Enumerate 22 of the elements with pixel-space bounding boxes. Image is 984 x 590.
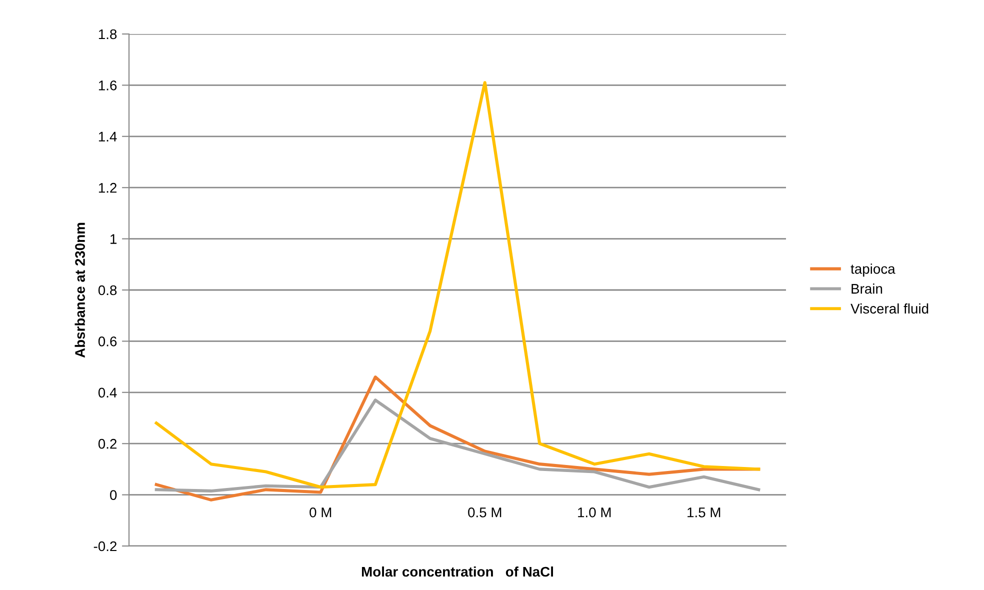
y-tick-label: -0.2 (94, 541, 116, 552)
y-tick-label: 1.6 (98, 80, 117, 90)
x-tick-label: 0 M (310, 507, 332, 518)
x-axis-title: Molar concentration of NaCl (362, 566, 553, 577)
y-tick-label: 0 (110, 490, 117, 500)
legend-label: Brain (852, 284, 882, 294)
line-series (154, 398, 760, 492)
y-tick-label: 0.4 (98, 388, 117, 398)
y-tick-label: 1.2 (98, 182, 116, 193)
legend-label: Visceral fluid (850, 303, 928, 314)
y-axis-title: Absrbance at 230nm (74, 222, 85, 358)
legend-label: tapioca (850, 264, 896, 277)
y-tick-label: 1.8 (98, 29, 117, 40)
line-series (154, 81, 760, 489)
y-tick-label: 1 (110, 234, 117, 244)
x-tick-label: 1.0 M (578, 507, 611, 518)
y-tick-label: 0.8 (98, 285, 117, 296)
y-tick-label: 1.4 (98, 132, 117, 142)
x-tick-label: 0.5 M (468, 507, 502, 518)
y-tick-label: 0.2 (98, 438, 116, 449)
y-tick-label: 0.6 (98, 336, 117, 346)
x-tick-label: 1.5 M (688, 508, 720, 518)
